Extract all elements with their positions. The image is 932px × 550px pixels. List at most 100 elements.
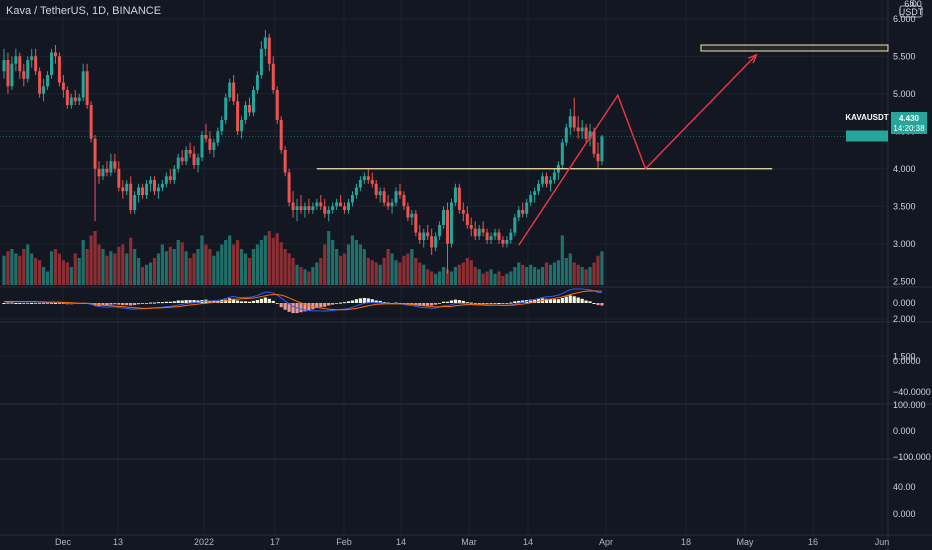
candle-body xyxy=(477,228,481,237)
volume-bar xyxy=(386,249,390,285)
candle-body xyxy=(117,168,121,188)
histogram-bar xyxy=(53,303,58,304)
volume-bar xyxy=(564,258,568,285)
price-tag xyxy=(891,112,927,134)
candle-body xyxy=(125,183,129,192)
candle-body xyxy=(525,202,529,214)
volume-bar xyxy=(441,267,446,285)
volume-bar xyxy=(533,267,537,285)
pane-tick-label: 0.000 xyxy=(893,509,916,519)
volume-bar xyxy=(335,249,339,285)
candle-body xyxy=(489,236,493,240)
candle-body xyxy=(386,202,390,207)
price-axis[interactable]: 6.0005.5005.0004.5004.0003.5003.0002.500… xyxy=(893,14,931,519)
volume-bar xyxy=(461,262,465,285)
price-label: 4.430 xyxy=(899,114,920,123)
volume-bar xyxy=(117,246,121,285)
volume-bar xyxy=(53,249,58,285)
candle-body xyxy=(398,191,402,195)
candle-body xyxy=(449,202,453,244)
time-axis[interactable]: Dec 13 2022 17 Feb 14 Mar 14 Apr 18 May 16 Jun xyxy=(55,537,889,547)
volume-bar xyxy=(331,240,335,285)
histogram-bar xyxy=(267,298,271,303)
volume-bar xyxy=(69,267,73,285)
histogram-bar xyxy=(196,300,200,303)
currency-badge[interactable] xyxy=(899,5,923,18)
price-tick-label: 4.000 xyxy=(893,164,916,174)
candle-body xyxy=(481,228,485,233)
candle-body xyxy=(473,228,477,237)
histogram-bar xyxy=(426,303,430,306)
volume-bar xyxy=(212,255,216,285)
volume-bar xyxy=(271,237,275,285)
histogram-bar xyxy=(26,303,30,304)
volume-bar xyxy=(2,255,6,285)
volume-bar xyxy=(14,253,18,285)
time-tick-label: 16 xyxy=(808,537,818,547)
volume-bar xyxy=(346,244,351,285)
histogram-bar xyxy=(291,303,295,314)
volume-bar xyxy=(580,267,584,285)
volume-bar xyxy=(204,244,208,285)
volume-bar xyxy=(382,258,386,285)
volume-bar xyxy=(133,249,137,285)
candle-body xyxy=(323,206,327,214)
pane-tick-label: −40.0000 xyxy=(893,387,931,397)
histogram-bar xyxy=(354,299,359,303)
price-tick-label: 1.500 xyxy=(893,351,916,361)
histogram-bar xyxy=(370,299,374,303)
histogram-bar xyxy=(144,303,149,304)
histogram-bar xyxy=(473,303,477,304)
price-tick-label: 2.500 xyxy=(893,276,916,286)
candle-body xyxy=(592,131,596,154)
histogram-bar xyxy=(22,303,26,304)
histogram-bar xyxy=(61,303,65,304)
volume-bar xyxy=(311,267,315,285)
candle-body xyxy=(129,183,133,210)
histogram-bar xyxy=(287,303,291,312)
histogram-bar xyxy=(588,301,592,303)
candle-body xyxy=(164,176,168,184)
candle-body xyxy=(457,187,461,210)
pane-tick-label: 100.000 xyxy=(893,400,926,410)
volume-bar xyxy=(279,242,283,285)
candle-body xyxy=(283,150,287,173)
volume-bar xyxy=(176,240,180,285)
candle-body xyxy=(548,180,552,184)
candle-body xyxy=(38,71,42,94)
candle-body xyxy=(216,131,220,143)
histogram-bar xyxy=(299,303,303,313)
candle-body xyxy=(410,213,414,218)
pane-tick-label: −100.000 xyxy=(893,452,931,462)
candle-body xyxy=(529,195,533,203)
histogram-bar xyxy=(335,303,339,304)
price-tick-label: 3.500 xyxy=(893,201,916,211)
volume-bar xyxy=(374,262,378,285)
histogram-bar xyxy=(572,296,576,303)
volume-bar xyxy=(140,267,145,285)
volume-bar xyxy=(137,258,141,285)
candle-body xyxy=(446,210,449,244)
volume-bar xyxy=(477,269,481,285)
volume-bar xyxy=(156,253,161,285)
user-drawings[interactable] xyxy=(316,44,889,246)
candle-body xyxy=(61,82,65,90)
candle-body xyxy=(97,168,101,177)
histogram-bar xyxy=(477,303,481,304)
candle-body xyxy=(568,116,572,128)
histogram-bar xyxy=(113,303,117,305)
volume-bar xyxy=(497,271,501,285)
candle-body xyxy=(46,75,50,87)
histogram-bar xyxy=(271,300,275,303)
histogram-bar xyxy=(521,300,525,303)
candle-body xyxy=(267,37,271,64)
histogram-bar xyxy=(501,303,505,304)
histogram-bar xyxy=(172,301,176,303)
candles[interactable] xyxy=(0,30,888,274)
candle-body xyxy=(406,206,410,218)
histogram-bar xyxy=(2,303,6,304)
volume-bar xyxy=(263,235,267,285)
volume-bar xyxy=(283,249,287,285)
symbol-tag xyxy=(846,130,888,142)
